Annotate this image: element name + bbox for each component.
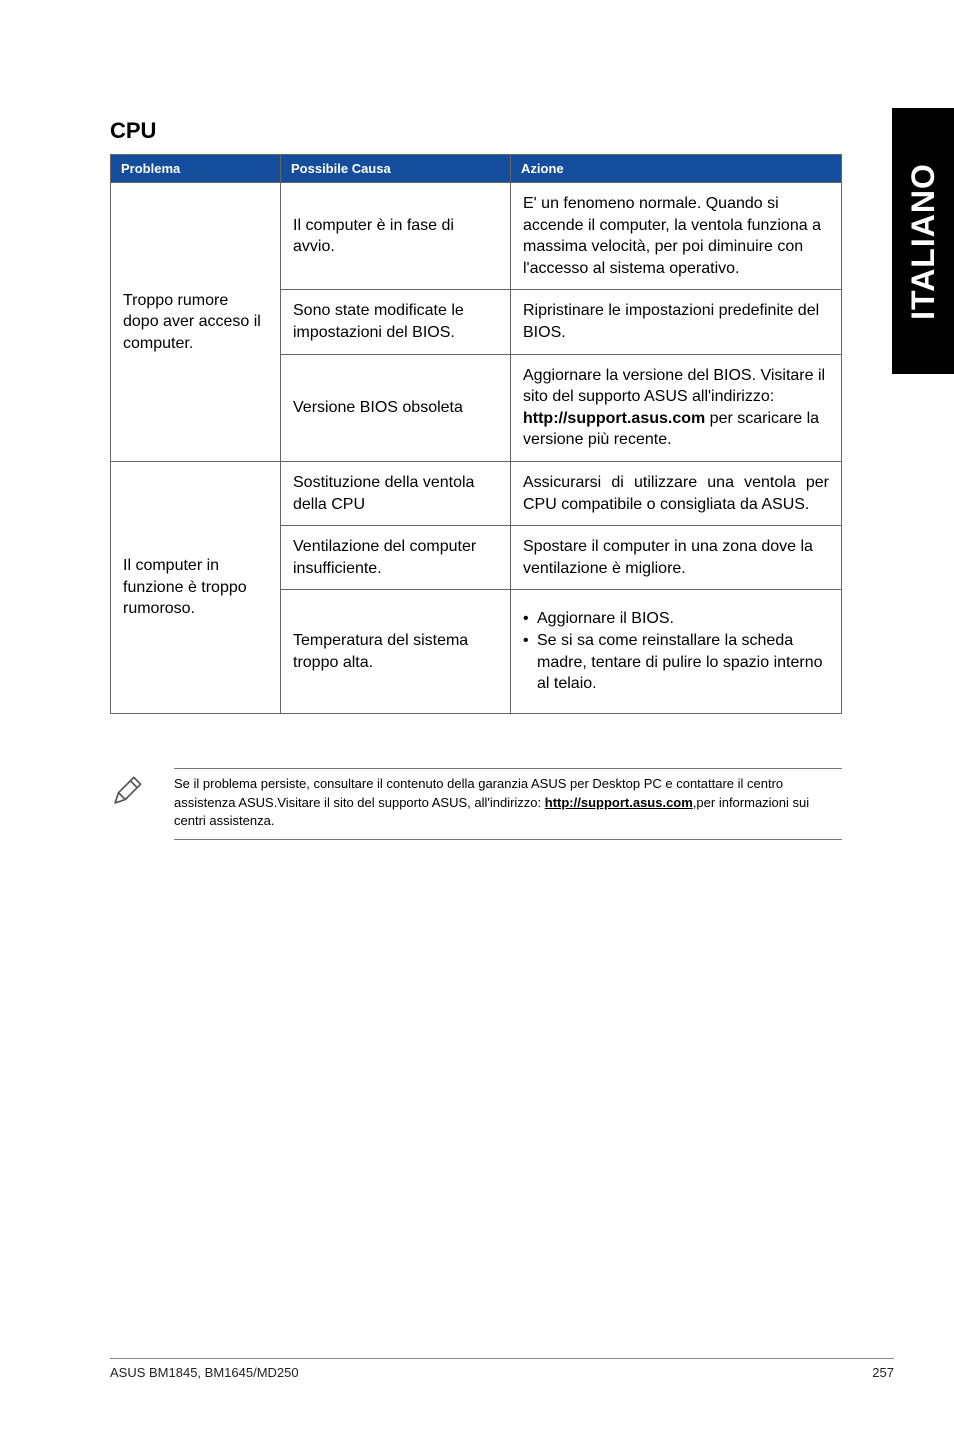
- action-text-pre: Aggiornare la versione del BIOS. Visitar…: [523, 367, 825, 406]
- cell-cause: Il computer è in fase di avvio.: [281, 183, 511, 290]
- cpu-troubleshooting-table: Problema Possibile Causa Azione Troppo r…: [110, 154, 842, 714]
- cell-action: Assicurarsi di utilizzare una ventola pe…: [511, 461, 842, 525]
- cell-cause: Sono state modificate le impostazioni de…: [281, 290, 511, 354]
- page-content: CPU Problema Possibile Causa Azione Trop…: [110, 118, 842, 840]
- table-header-row: Problema Possibile Causa Azione: [111, 155, 842, 183]
- action-bullet-item: Se si sa come reinstallare la scheda mad…: [523, 630, 829, 695]
- header-problema: Problema: [111, 155, 281, 183]
- cell-cause: Temperatura del sistema troppo alta.: [281, 590, 511, 713]
- page-footer: ASUS BM1845, BM1645/MD250 257: [110, 1358, 894, 1380]
- table-row: Troppo rumore dopo aver acceso il comput…: [111, 183, 842, 290]
- pencil-note-icon: [110, 774, 144, 813]
- action-text-bold: http://support.asus.com: [523, 410, 705, 427]
- note-block: Se il problema persiste, consultare il c…: [110, 768, 842, 841]
- action-bullet-list: Aggiornare il BIOS. Se si sa come reinst…: [523, 608, 829, 694]
- cell-cause: Ventilazione del computer insufficiente.: [281, 526, 511, 590]
- language-side-tab: ITALIANO: [892, 108, 954, 374]
- section-title-cpu: CPU: [110, 118, 842, 144]
- note-text: Se il problema persiste, consultare il c…: [174, 768, 842, 841]
- cell-action: Aggiornare il BIOS. Se si sa come reinst…: [511, 590, 842, 713]
- action-bullet-item: Aggiornare il BIOS.: [523, 608, 829, 630]
- cell-problem: Il computer in funzione è troppo rumoros…: [111, 461, 281, 713]
- footer-model: ASUS BM1845, BM1645/MD250: [110, 1365, 299, 1380]
- language-side-tab-label: ITALIANO: [905, 163, 942, 320]
- header-causa: Possibile Causa: [281, 155, 511, 183]
- cell-action: Spostare il computer in una zona dove la…: [511, 526, 842, 590]
- cell-problem: Troppo rumore dopo aver acceso il comput…: [111, 183, 281, 462]
- footer-page-number: 257: [872, 1365, 894, 1380]
- cell-cause: Sostituzione della ventola della CPU: [281, 461, 511, 525]
- cell-action: Ripristinare le impostazioni predefinite…: [511, 290, 842, 354]
- cell-cause: Versione BIOS obsoleta: [281, 354, 511, 461]
- header-azione: Azione: [511, 155, 842, 183]
- note-link: http://support.asus.com: [545, 795, 693, 810]
- cell-action: E' un fenomeno normale. Quando si accend…: [511, 183, 842, 290]
- cell-action: Aggiornare la versione del BIOS. Visitar…: [511, 354, 842, 461]
- table-row: Il computer in funzione è troppo rumoros…: [111, 461, 842, 525]
